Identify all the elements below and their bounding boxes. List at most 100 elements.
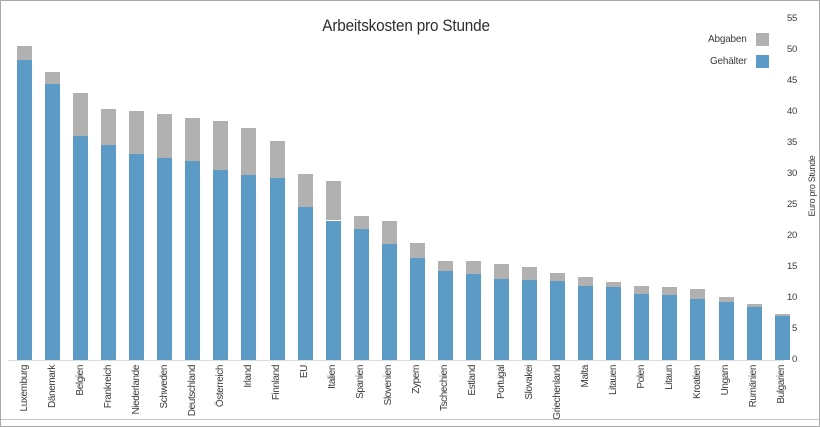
y-axis-tick-label: 25 xyxy=(787,199,797,210)
x-axis-label: Kroatien xyxy=(691,365,703,400)
chart-bottom-border xyxy=(1,419,819,420)
x-axis-label: Bulgarien xyxy=(776,365,788,404)
bar-segment-gehaelter xyxy=(129,154,145,360)
x-axis-label: Slovakei xyxy=(523,365,535,400)
x-axis-label: Polen xyxy=(635,365,647,389)
bar-segment-gehaelter xyxy=(381,244,397,360)
legend-item-gehaelter: Gehälter xyxy=(707,50,769,72)
bar-segment-gehaelter xyxy=(578,285,594,360)
bar-segment-gehaelter xyxy=(634,294,650,360)
bar-segment-gehaelter xyxy=(213,170,229,360)
bar-segment-abgaben xyxy=(129,110,145,155)
bar-segment-abgaben xyxy=(185,118,201,161)
bar-segment-gehaelter xyxy=(73,135,89,360)
bar-segment-abgaben xyxy=(73,92,89,136)
x-axis-label: Niederlande xyxy=(130,365,142,415)
bar-segment-abgaben xyxy=(578,276,594,286)
bar-segment-abgaben xyxy=(437,260,453,272)
y-axis-tick-label: 40 xyxy=(787,106,797,117)
bar-segment-abgaben xyxy=(606,281,622,287)
x-axis-label: Tschechien xyxy=(439,365,451,412)
bar-segment-abgaben xyxy=(718,296,734,302)
bar-segment-abgaben xyxy=(45,71,61,85)
x-axis-label: Finnland xyxy=(271,365,283,401)
bar-segment-abgaben xyxy=(634,286,650,295)
bar-segment-abgaben xyxy=(662,287,678,295)
bar-segment-abgaben xyxy=(101,108,117,146)
bar-segment-gehaelter xyxy=(746,306,762,360)
x-axis-label: Irland xyxy=(242,365,254,388)
chart-title-text: Arbeitskosten pro Stunde xyxy=(322,16,490,35)
bar-segment-gehaelter xyxy=(718,301,734,360)
x-axis-label: Österreich xyxy=(214,365,226,408)
x-axis-label: Malta xyxy=(579,365,591,388)
chart-title: Arbeitskosten pro Stunde xyxy=(1,16,811,36)
x-axis-label: Deutschland xyxy=(186,365,198,417)
x-axis-baseline xyxy=(8,360,784,361)
x-axis-label: Zypern xyxy=(411,365,423,394)
legend: Abgaben Gehälter xyxy=(707,28,769,72)
x-axis-label: Spanien xyxy=(355,365,367,399)
bar-segment-abgaben xyxy=(494,263,510,280)
legend-label-abgaben: Abgaben xyxy=(708,33,747,45)
bar-segment-gehaelter xyxy=(409,257,425,360)
bar-segment-gehaelter xyxy=(437,271,453,360)
x-axis-label: Portugal xyxy=(495,365,507,400)
bar-segment-gehaelter xyxy=(297,207,313,360)
x-axis-label: Dänemark xyxy=(46,365,58,408)
y-axis-title: Euro pro Stunde xyxy=(807,155,817,217)
y-axis-tick-label: 35 xyxy=(787,137,797,148)
x-axis-label: Italien xyxy=(327,365,339,389)
x-axis-label: Litaun xyxy=(663,365,675,390)
bar-segment-abgaben xyxy=(213,121,229,171)
bar-segment-abgaben xyxy=(550,272,566,282)
bar-segment-gehaelter xyxy=(269,177,285,360)
bar-segment-abgaben xyxy=(325,180,341,221)
x-axis-label: Estland xyxy=(467,365,479,396)
x-axis-label: Litauen xyxy=(607,365,619,396)
x-axis-label: Frankreich xyxy=(102,365,114,409)
legend-item-abgaben: Abgaben xyxy=(707,28,769,50)
y-axis-tick-label: 30 xyxy=(787,168,797,179)
bar-segment-gehaelter xyxy=(522,280,538,360)
bar-segment-gehaelter xyxy=(550,281,566,360)
y-axis-tick-label: 45 xyxy=(787,75,797,86)
x-axis-label: Slovenien xyxy=(383,365,395,406)
bar-segment-abgaben xyxy=(522,267,538,281)
bar-segment-abgaben xyxy=(297,174,313,208)
x-axis-label: Ungarn xyxy=(720,365,731,396)
bar-segment-abgaben xyxy=(690,288,706,300)
bar-segment-abgaben xyxy=(241,128,257,176)
bar-segment-gehaelter xyxy=(241,175,257,360)
bar-segment-abgaben xyxy=(465,261,481,275)
bar-segment-abgaben xyxy=(774,313,790,316)
y-axis-tick-label: 10 xyxy=(787,292,797,303)
bar-segment-abgaben xyxy=(353,215,369,230)
x-axis-label: Griechenland xyxy=(551,365,563,420)
bar-segment-abgaben xyxy=(157,113,173,158)
x-axis-label: EU xyxy=(299,365,311,379)
bar-segment-gehaelter xyxy=(101,145,117,360)
bar-segment-abgaben xyxy=(409,242,425,258)
x-axis-label: Belgien xyxy=(74,365,86,396)
x-axis-label: Luxemburg xyxy=(18,365,30,412)
bar-segment-gehaelter xyxy=(494,279,510,360)
bar-segment-abgaben xyxy=(269,140,285,178)
legend-label-gehaelter: Gehälter xyxy=(710,55,748,67)
bar-segment-abgaben xyxy=(381,220,397,245)
bar-segment-gehaelter xyxy=(157,157,173,360)
x-axis-label: Schweden xyxy=(158,365,170,409)
y-axis-tick-label: 20 xyxy=(787,230,797,241)
bar-segment-gehaelter xyxy=(185,160,201,360)
x-axis-label: Rumänien xyxy=(748,365,760,408)
y-axis-tick-label: 15 xyxy=(787,261,797,272)
bar-segment-gehaelter xyxy=(325,220,341,360)
y-axis-tick-label: 50 xyxy=(787,44,797,55)
bar-segment-abgaben xyxy=(746,303,762,307)
legend-swatch-gehaelter xyxy=(756,54,769,68)
legend-swatch-abgaben xyxy=(756,32,769,46)
bar-segment-gehaelter xyxy=(17,59,32,360)
bar-segment-gehaelter xyxy=(774,315,790,360)
y-axis-tick-label: 0 xyxy=(792,354,797,365)
